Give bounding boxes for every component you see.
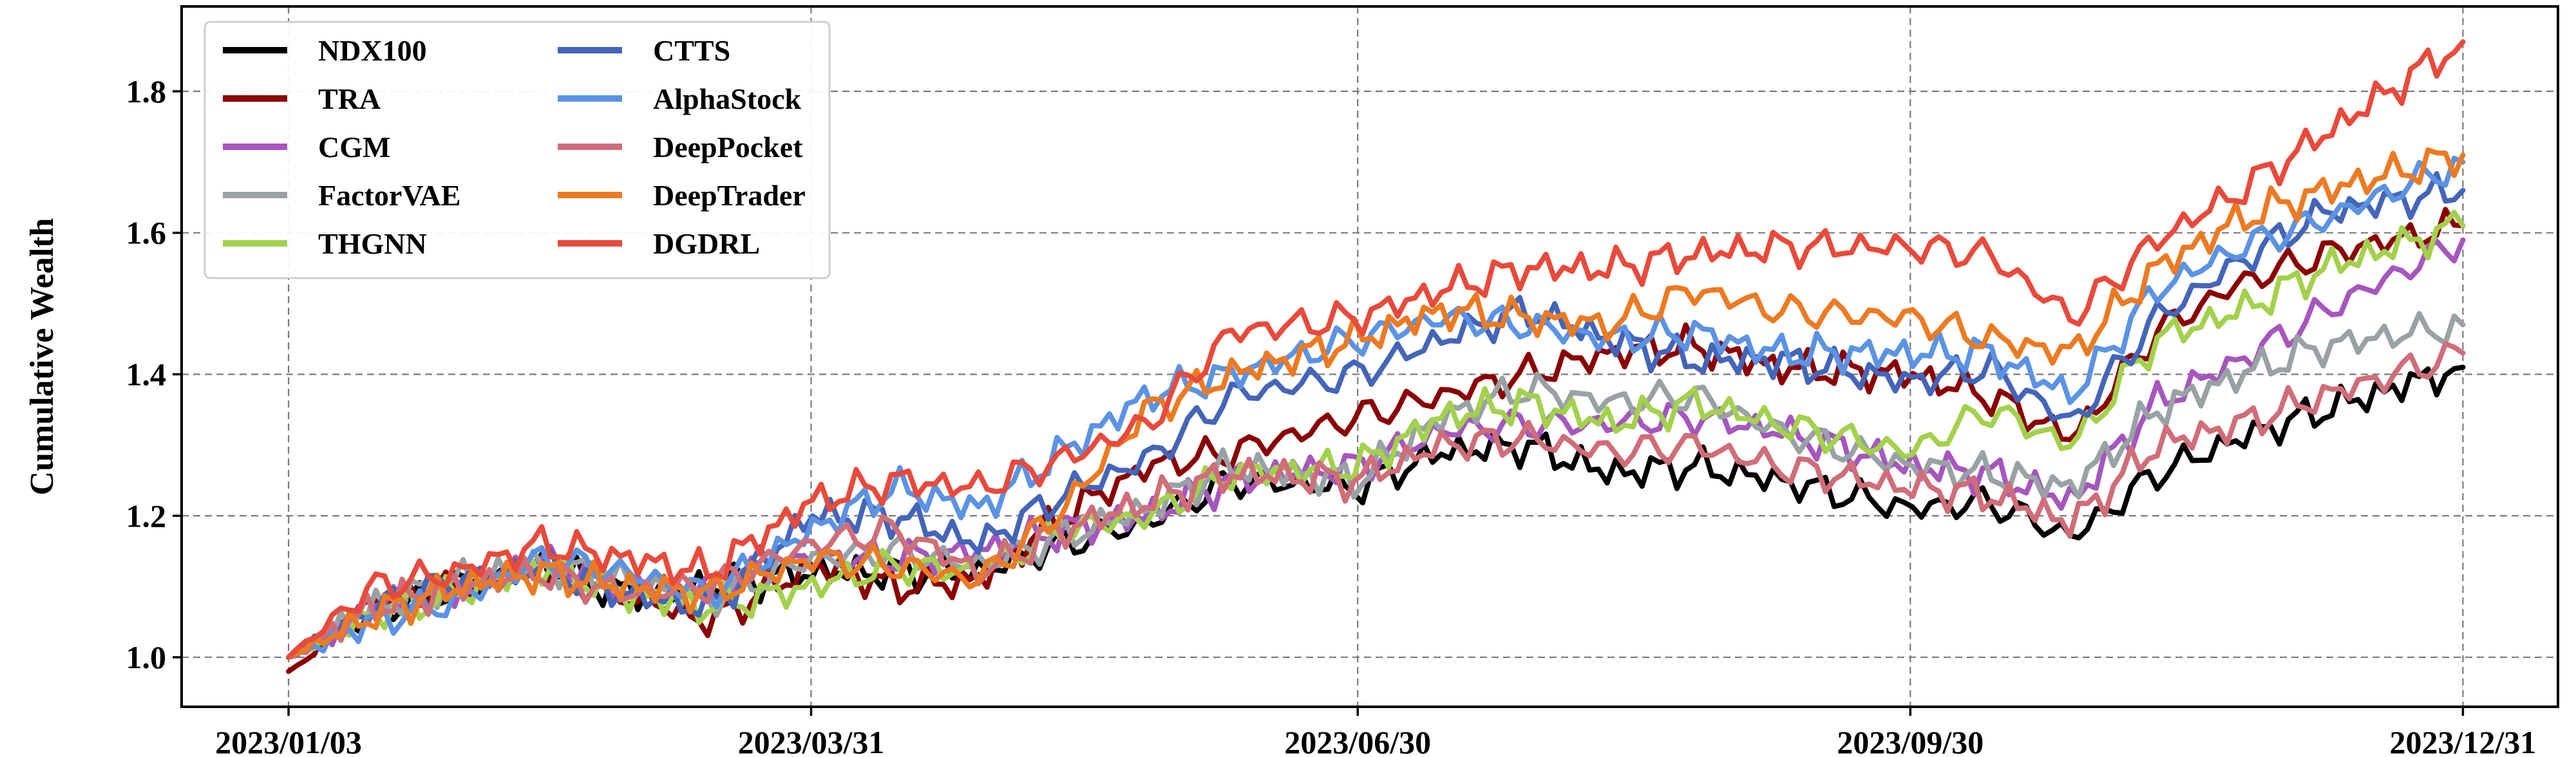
legend-label-factorvae: FactorVAE [318, 179, 460, 212]
x-tick-label: 2023/12/31 [2390, 724, 2537, 757]
legend-label-deeppocket: DeepPocket [653, 131, 803, 164]
series-lines [286, 39, 2466, 675]
series-line-alphastock [286, 155, 2466, 660]
legend-label-dgdrl: DGDRL [653, 227, 760, 260]
x-tick-label: 2023/06/30 [1284, 724, 1431, 757]
legend-label-thgnn: THGNN [318, 227, 427, 260]
series-line-dgdrl [286, 39, 2466, 660]
series-line-deeppocket [286, 341, 2466, 660]
legend: NDX100 TRA CGM FactorVAE THGNN CTTS AlphaStock… [204, 21, 831, 279]
y-tick-label: 1.8 [126, 73, 167, 109]
x-axis: 2023/01/03 2023/03/31 2023/06/30 2023/09/30… [215, 707, 2536, 757]
y-axis: 1.0 1.2 1.4 1.6 1.8 [126, 73, 182, 675]
legend-label-cgm: CGM [318, 131, 390, 164]
x-tick-label: 2023/03/31 [738, 724, 885, 757]
legend-label-alphastock: AlphaStock [653, 82, 801, 115]
plot-frame [180, 5, 2559, 708]
y-tick-label: 1.4 [126, 356, 167, 392]
y-tick-label: 1.6 [126, 215, 167, 251]
y-tick-label: 1.0 [126, 639, 167, 675]
y-axis-title: Cumulative Wealth [24, 218, 61, 495]
series-line-deeptrader [286, 147, 2466, 660]
x-tick-label: 2023/09/30 [1837, 724, 1984, 757]
x-tick-label: 2023/01/03 [215, 724, 362, 757]
series-line-ctts [286, 171, 2466, 660]
legend-label-deeptrader: DeepTrader [653, 179, 806, 212]
y-tick-label: 1.2 [126, 498, 167, 534]
legend-label-ndx100: NDX100 [318, 34, 427, 67]
legend-box [204, 21, 831, 279]
legend-label-tra: TRA [318, 82, 381, 115]
legend-label-ctts: CTTS [653, 34, 730, 67]
